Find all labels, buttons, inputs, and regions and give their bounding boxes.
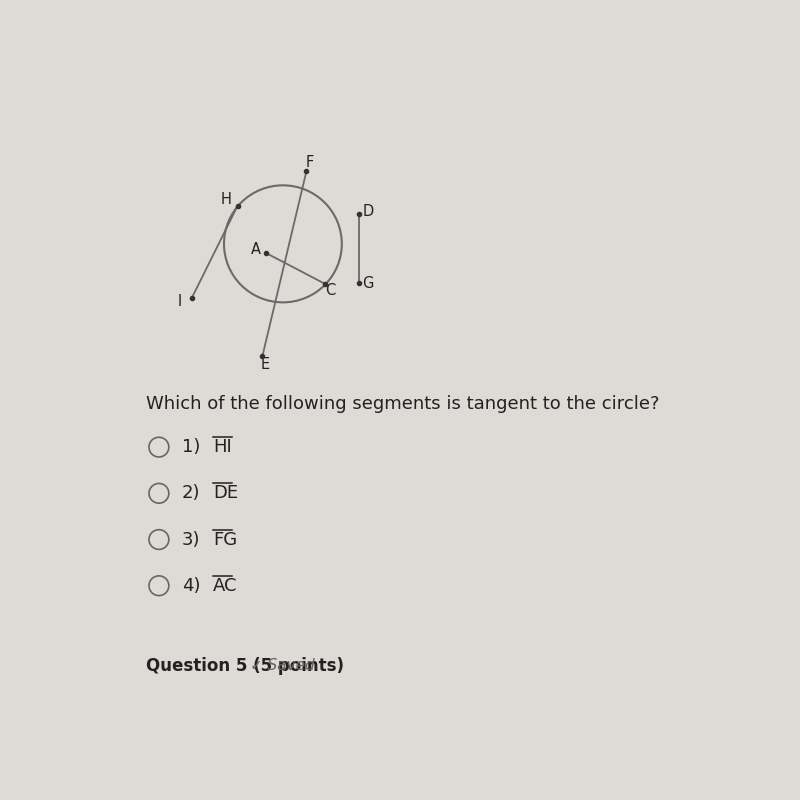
- Text: AC: AC: [213, 577, 238, 594]
- Text: DE: DE: [213, 484, 238, 502]
- Text: HI: HI: [213, 438, 231, 456]
- Text: I: I: [178, 294, 182, 310]
- Text: ✓ Saved: ✓ Saved: [250, 658, 314, 674]
- Text: Which of the following segments is tangent to the circle?: Which of the following segments is tange…: [146, 395, 660, 413]
- Text: 2): 2): [182, 484, 200, 502]
- Text: FG: FG: [213, 530, 237, 549]
- Text: 4): 4): [182, 577, 200, 594]
- Text: G: G: [362, 276, 374, 291]
- Text: C: C: [325, 283, 335, 298]
- Text: F: F: [306, 155, 314, 170]
- Text: E: E: [261, 357, 270, 372]
- Text: Question 5 (5 points): Question 5 (5 points): [146, 657, 345, 675]
- Text: H: H: [221, 192, 232, 207]
- Text: 1): 1): [182, 438, 200, 456]
- Text: A: A: [251, 242, 262, 258]
- Text: 3): 3): [182, 530, 200, 549]
- Text: D: D: [362, 204, 374, 218]
